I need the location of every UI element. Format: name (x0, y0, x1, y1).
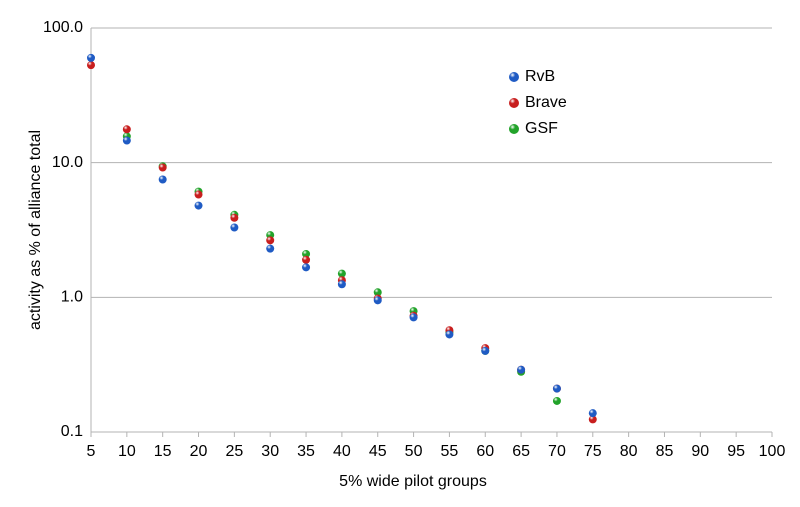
data-point (87, 53, 95, 62)
x-tick-label: 65 (512, 443, 530, 460)
data-point (409, 313, 418, 322)
data-point (445, 330, 454, 339)
x-tick-label: 80 (620, 443, 638, 460)
x-tick-label: 75 (584, 443, 602, 460)
data-point (481, 346, 490, 355)
x-tick-label: 70 (548, 443, 566, 460)
data-point (230, 223, 239, 232)
data-point (373, 296, 382, 305)
legend-marker (509, 72, 519, 82)
data-point (230, 213, 239, 222)
x-tick-label: 55 (441, 443, 459, 460)
x-tick-label: 45 (369, 443, 387, 460)
x-tick-label: 5 (87, 443, 96, 460)
data-point (266, 244, 275, 253)
data-point (194, 190, 203, 199)
y-tick-label: 100.0 (43, 19, 83, 36)
y-tick-label: 0.1 (61, 423, 83, 440)
x-tick-label: 10 (118, 443, 136, 460)
data-point (87, 61, 95, 70)
legend-label: Brave (525, 94, 567, 111)
legend-marker (509, 98, 519, 108)
data-point (302, 249, 311, 258)
x-tick-label: 20 (190, 443, 208, 460)
y-axis-label: activity as % of alliance total (27, 130, 44, 330)
legend-label: RvB (525, 68, 555, 85)
y-tick-label: 10.0 (52, 154, 83, 171)
data-point (552, 384, 561, 393)
x-tick-label: 25 (225, 443, 243, 460)
data-point (158, 163, 167, 172)
data-point (194, 201, 203, 210)
x-tick-label: 30 (261, 443, 279, 460)
x-tick-label: 15 (154, 443, 172, 460)
y-tick-label: 1.0 (61, 289, 83, 306)
data-point (122, 136, 131, 145)
x-tick-label: 100 (759, 443, 786, 460)
data-point (158, 175, 167, 184)
x-tick-label: 95 (727, 443, 745, 460)
x-tick-label: 35 (297, 443, 315, 460)
data-point (373, 288, 382, 297)
legend-marker (509, 124, 519, 134)
legend-label: GSF (525, 120, 558, 137)
data-point (517, 365, 526, 374)
x-tick-label: 90 (691, 443, 709, 460)
data-point (588, 409, 597, 418)
data-point (337, 280, 346, 289)
x-axis-label: 5% wide pilot groups (339, 473, 487, 490)
data-point (337, 269, 346, 278)
x-tick-label: 85 (656, 443, 674, 460)
data-point (266, 236, 275, 245)
data-point (122, 125, 131, 134)
x-tick-label: 50 (405, 443, 423, 460)
data-point (588, 415, 597, 424)
data-point (552, 396, 561, 405)
x-tick-label: 40 (333, 443, 351, 460)
data-point (302, 255, 311, 264)
x-tick-label: 60 (476, 443, 494, 460)
data-point (302, 263, 311, 272)
